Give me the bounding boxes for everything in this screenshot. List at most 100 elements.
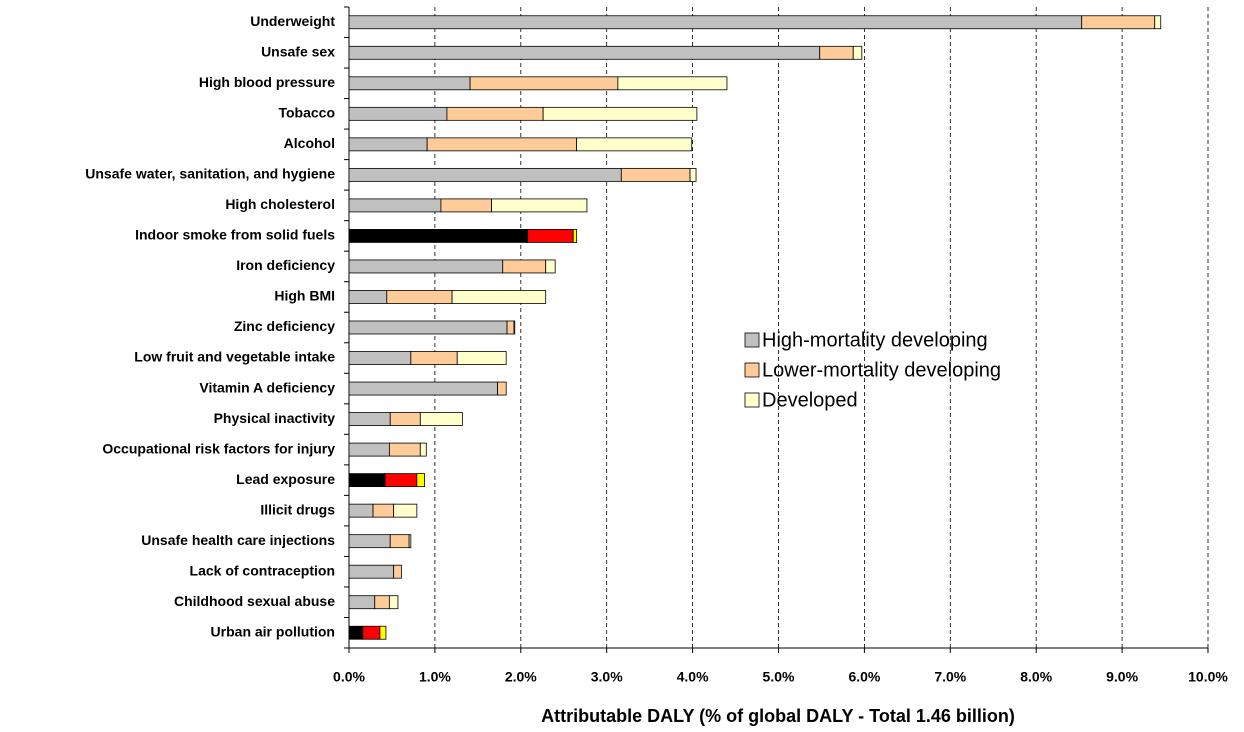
bar-segment <box>348 351 412 365</box>
y-tick-label: Tobacco <box>278 105 335 121</box>
bar-segment <box>362 625 381 640</box>
y-tick-label: Illicit drugs <box>260 501 335 517</box>
bar-segment <box>348 595 376 610</box>
bar-segment <box>617 76 728 91</box>
bar-segment <box>372 503 395 518</box>
y-tick-label: Urban air pollution <box>211 623 335 639</box>
x-tick-label: 3.0% <box>591 669 623 685</box>
bar-segment <box>446 106 544 121</box>
bar-segment <box>819 45 854 60</box>
bar-segment <box>348 290 388 304</box>
bar-segment <box>388 595 399 610</box>
bar-segment <box>852 45 863 60</box>
y-tick-label: Vitamin A deficiency <box>199 379 335 395</box>
y-tick-label: High BMI <box>274 288 335 304</box>
bar-segment <box>348 442 390 457</box>
bar-segment <box>348 625 364 640</box>
bar-segment <box>348 15 1083 30</box>
bar-segment <box>419 412 463 426</box>
y-tick-label: High cholesterol <box>225 196 335 212</box>
bar-segment <box>389 534 410 549</box>
bar-segment <box>393 503 418 518</box>
y-tick-label: Indoor smoke from solid fuels <box>135 227 335 243</box>
bar-segment <box>348 503 374 518</box>
y-tick-label: Occupational risk factors for injury <box>102 440 335 456</box>
bar-segment <box>348 167 622 182</box>
bar-segment <box>491 198 588 213</box>
x-axis-label: Attributable DALY (% of global DALY - To… <box>541 706 1015 726</box>
bar-segment <box>576 137 693 152</box>
bar-segment <box>408 534 412 549</box>
bar-segment <box>348 320 508 335</box>
bar-segment <box>393 564 402 579</box>
bar-segment <box>389 412 421 426</box>
legend-label: Lower-mortality developing <box>762 359 1001 381</box>
bar-segment <box>497 381 507 396</box>
bar-segment <box>348 259 504 274</box>
bar-segment <box>348 198 442 213</box>
x-tick-label: 4.0% <box>677 669 709 685</box>
bar-segment <box>374 595 390 610</box>
bar-segment <box>451 290 547 304</box>
legend-label: Developed <box>762 389 858 411</box>
bar-segment <box>502 259 547 274</box>
y-tick-label: Unsafe sex <box>261 43 335 59</box>
x-tick-label: 9.0% <box>1106 669 1138 685</box>
bar-segment <box>379 625 387 640</box>
bar-segment <box>348 137 428 152</box>
legend-swatch <box>744 362 760 378</box>
x-tick-label: 2.0% <box>505 669 537 685</box>
bar-segment <box>386 290 453 304</box>
y-tick-label: Unsafe water, sanitation, and hygiene <box>85 166 335 182</box>
bar-segment <box>689 167 697 182</box>
y-tick-label: Childhood sexual abuse <box>174 593 335 609</box>
bar-segment <box>456 351 507 365</box>
bar-segment <box>440 198 492 213</box>
bar-segment <box>469 76 619 91</box>
bar-segment <box>506 320 515 335</box>
x-tick-label: 1.0% <box>419 669 451 685</box>
bar-segment <box>348 381 499 396</box>
x-tick-label: 7.0% <box>934 669 966 685</box>
x-tick-label: 0.0% <box>333 669 365 685</box>
bar-segment <box>348 45 821 60</box>
bar-segment <box>426 137 578 152</box>
y-tick-label: Alcohol <box>284 135 335 151</box>
legend-swatch <box>744 392 760 408</box>
y-tick-label: Iron deficiency <box>236 257 335 273</box>
legend-swatch <box>744 332 760 348</box>
bar-segment <box>348 106 448 121</box>
bar-segment <box>348 412 391 426</box>
x-tick-label: 6.0% <box>848 669 880 685</box>
bar-segment <box>384 473 418 488</box>
bar-segment <box>1154 15 1162 30</box>
x-tick-label: 5.0% <box>763 669 795 685</box>
y-tick-label: Underweight <box>250 13 335 29</box>
bar-segment <box>348 534 391 549</box>
bar-segment <box>542 106 698 121</box>
bar-segment <box>348 564 395 579</box>
y-tick-label: Low fruit and vegetable intake <box>134 349 335 365</box>
y-tick-label: Physical inactivity <box>214 410 336 426</box>
y-tick-label: Lead exposure <box>236 471 335 487</box>
bar-segment <box>513 320 516 335</box>
bar-segment <box>348 76 471 91</box>
bar-segment <box>527 229 574 243</box>
bar-segment <box>1081 15 1156 30</box>
y-tick-label: Unsafe health care injections <box>141 532 335 548</box>
bar-segment <box>419 442 427 457</box>
bar-segment <box>416 473 425 488</box>
y-tick-label: Zinc deficiency <box>234 318 335 334</box>
bar-segment <box>410 351 458 365</box>
x-tick-label: 10.0% <box>1188 669 1228 685</box>
x-tick-label: 8.0% <box>1020 669 1052 685</box>
bar-segment <box>545 259 556 274</box>
bar-segment <box>348 229 529 243</box>
bar-segment <box>348 473 386 488</box>
bar-segment <box>620 167 691 182</box>
bar-segment <box>388 442 421 457</box>
legend-label: High-mortality developing <box>762 329 988 351</box>
y-tick-label: High blood pressure <box>199 74 335 90</box>
y-tick-label: Lack of contraception <box>190 562 335 578</box>
